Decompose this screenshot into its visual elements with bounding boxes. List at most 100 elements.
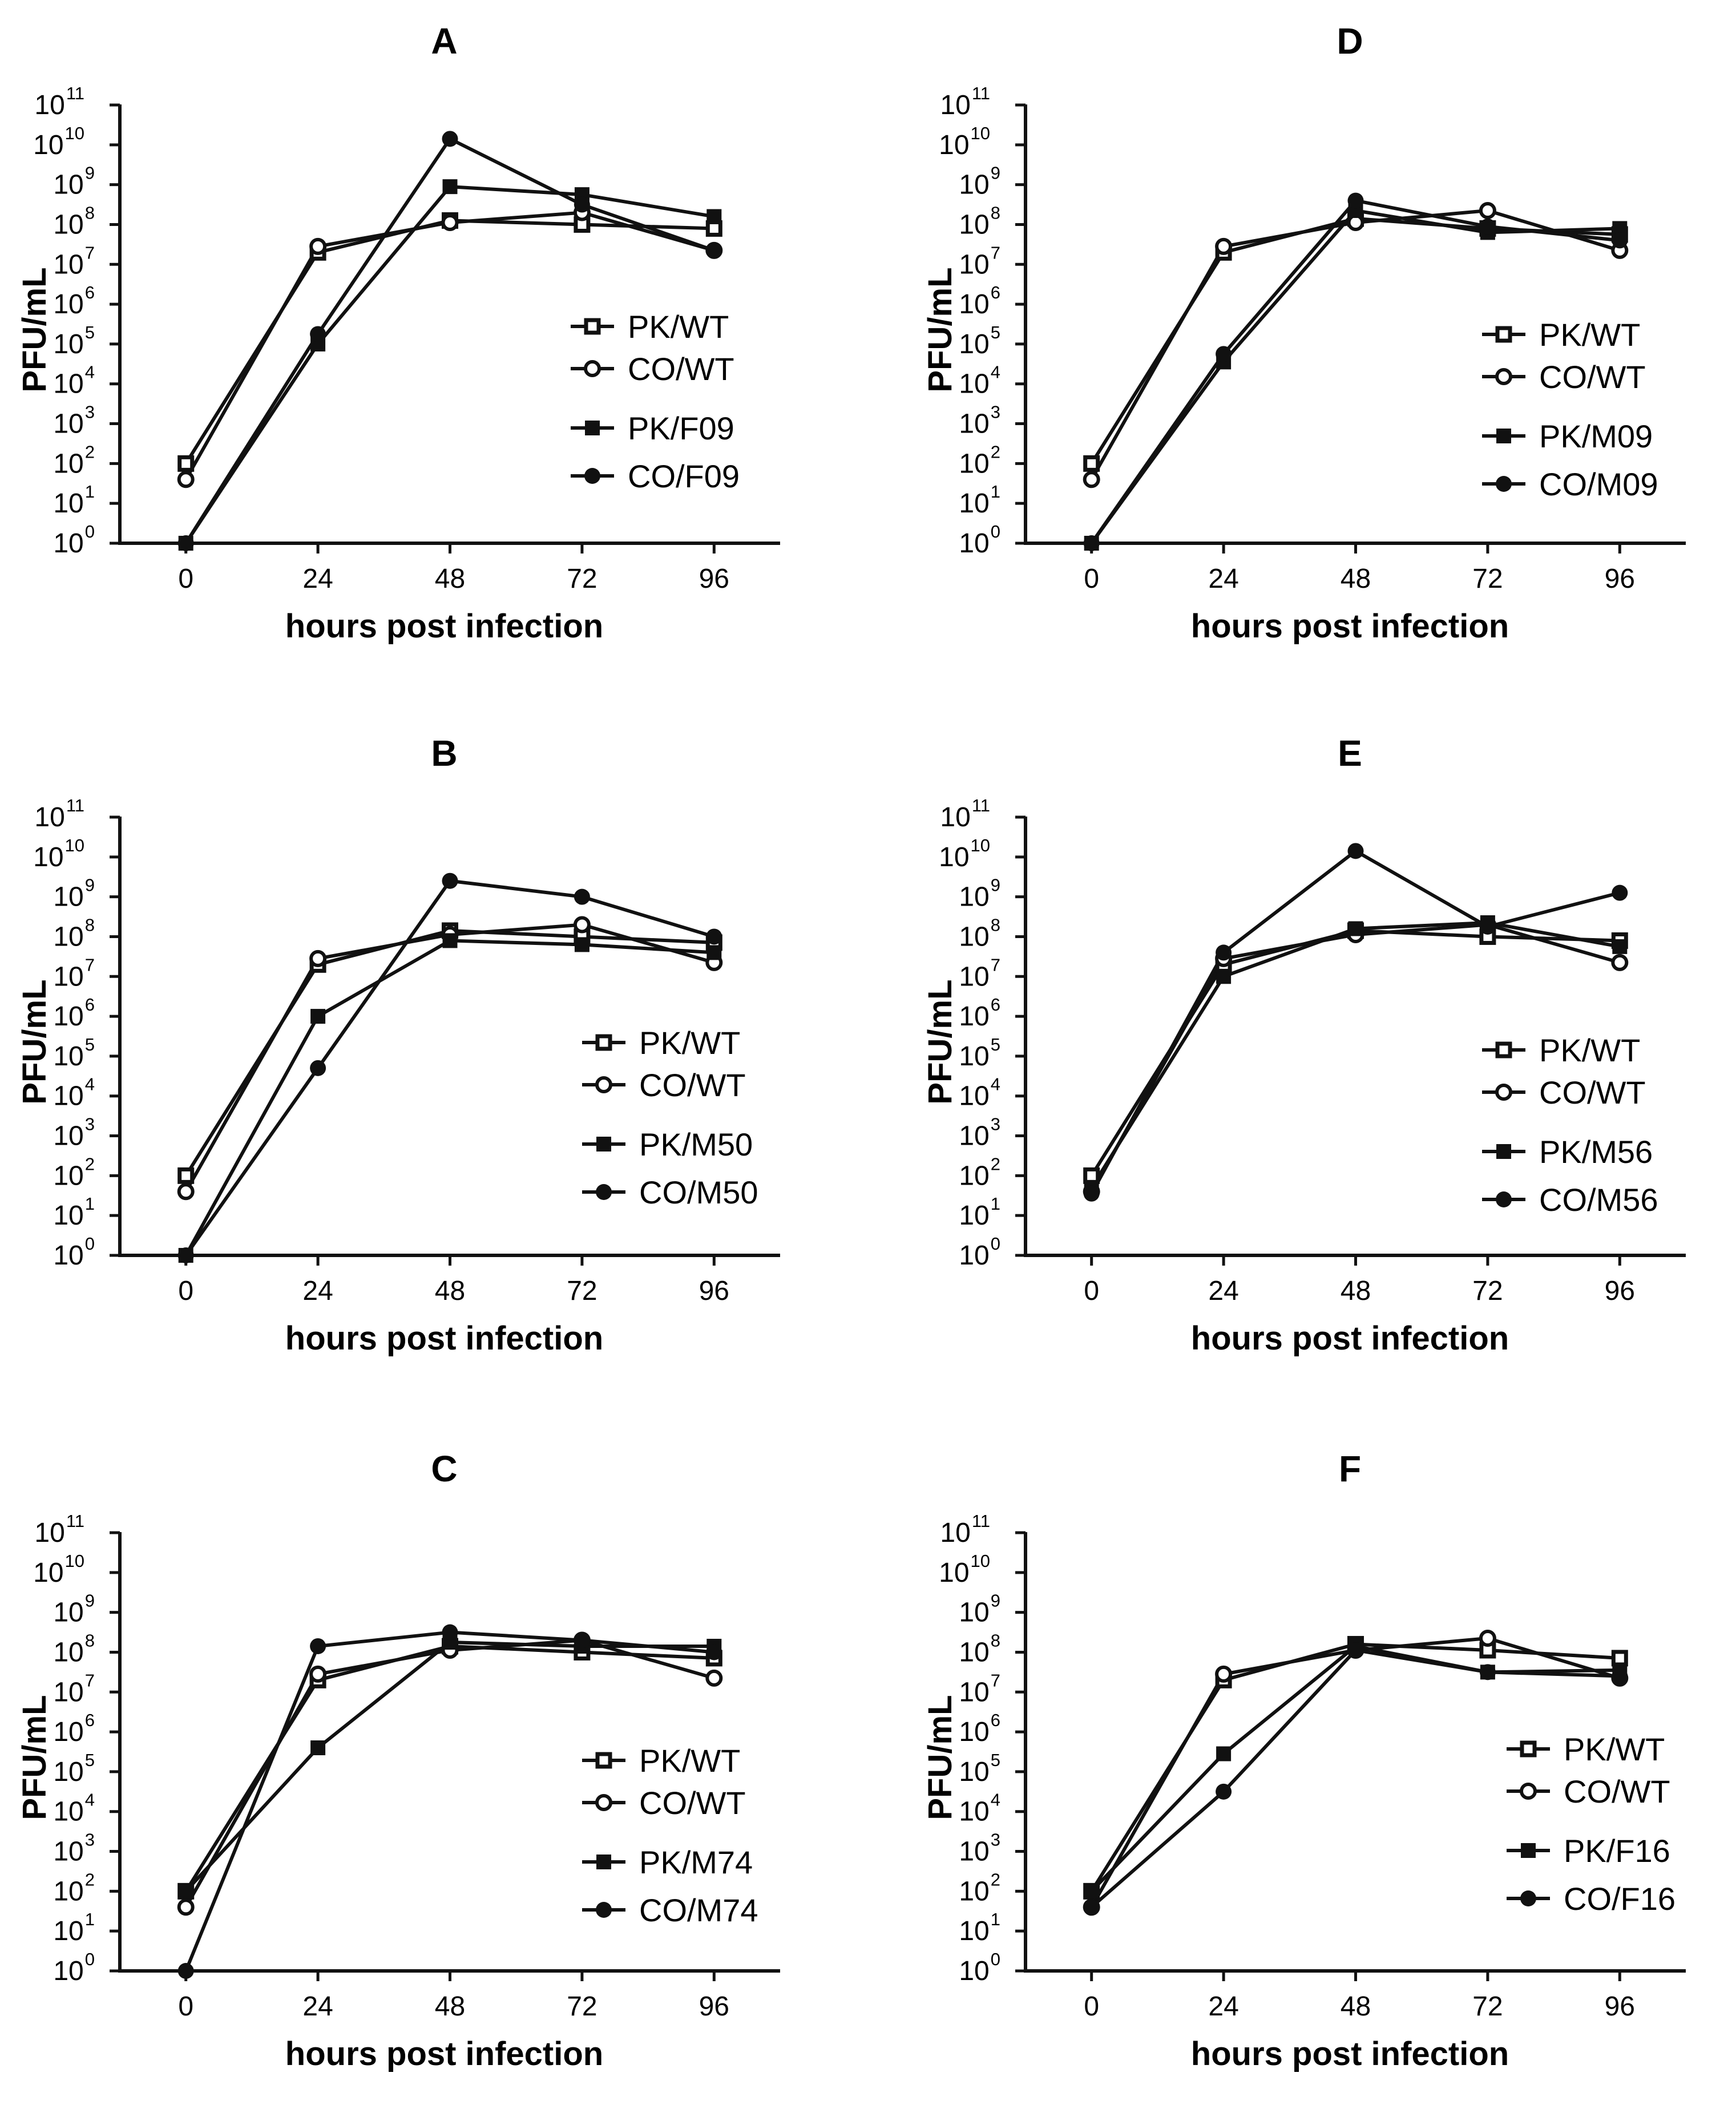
data-point-co-f16 <box>1612 1668 1628 1684</box>
y-tick-label: 108 <box>959 1630 1000 1667</box>
data-point-co-m56 <box>1347 843 1364 859</box>
x-tick-label: 96 <box>1605 1276 1635 1306</box>
legend-label: PK/F16 <box>1564 1833 1670 1869</box>
data-point-co-m56 <box>1083 1185 1100 1202</box>
legend-label: CO/WT <box>1564 1773 1670 1809</box>
legend-label: PK/F09 <box>628 410 734 446</box>
legend-marker <box>1496 429 1511 443</box>
data-point-pk-wt <box>177 1167 195 1184</box>
legend-marker <box>595 1752 612 1769</box>
y-tick-label: 104 <box>959 1790 1000 1827</box>
legend-marker <box>585 421 600 435</box>
x-tick-label: 24 <box>302 1276 333 1306</box>
y-axis-label: PFU/mL <box>922 267 959 392</box>
y-tick-label: 108 <box>53 915 95 952</box>
legend-label: PK/WT <box>1539 317 1640 353</box>
y-tick-label: 108 <box>53 203 95 240</box>
y-tick-label: 1011 <box>940 795 990 833</box>
data-point-pk-wt <box>1083 455 1100 472</box>
y-tick-label: 103 <box>53 1114 95 1152</box>
y-tick-label: 106 <box>53 1710 95 1747</box>
y-tick-label: 107 <box>959 1670 1000 1707</box>
y-tick-label: 108 <box>959 915 1000 952</box>
y-tick-label: 101 <box>959 1194 1000 1231</box>
x-tick-label: 96 <box>699 564 729 594</box>
x-axis-label: hours post infection <box>1191 2035 1509 2072</box>
y-tick-label: 105 <box>53 1750 95 1787</box>
panel-title: E <box>1338 733 1362 774</box>
legend-label: PK/M74 <box>639 1844 753 1880</box>
data-point-pk-f16 <box>1216 1746 1232 1761</box>
x-tick-label: 96 <box>1605 564 1635 594</box>
data-point-co-wt <box>177 1183 195 1201</box>
y-tick-label: 104 <box>53 1074 95 1112</box>
legend-marker <box>1495 1084 1512 1101</box>
y-tick-label: 105 <box>959 322 1000 359</box>
y-tick-label: 102 <box>53 1869 95 1906</box>
legend-entry: PK/M09 <box>1482 418 1653 454</box>
y-tick-label: 105 <box>959 1750 1000 1787</box>
x-tick-label: 24 <box>302 564 333 594</box>
legend-entry: PK/WT <box>582 1025 740 1061</box>
data-point-pk-m56 <box>1348 921 1363 936</box>
data-point-co-f16 <box>1347 1642 1364 1658</box>
data-point-co-m50 <box>574 888 590 905</box>
x-tick-label: 96 <box>699 1991 729 2022</box>
series-line-co-wt <box>1090 1637 1621 1908</box>
data-point-co-wt <box>441 213 459 231</box>
y-tick-label: 1011 <box>940 1511 990 1548</box>
data-point-co-f16 <box>1083 1899 1100 1916</box>
x-tick-label: 48 <box>435 564 465 594</box>
y-tick-label: 1010 <box>33 1551 84 1588</box>
series-line-co-m74 <box>184 1630 714 1972</box>
y-tick-label: 101 <box>53 482 95 519</box>
legend-marker <box>1495 368 1512 385</box>
legend-label: CO/M74 <box>639 1892 758 1928</box>
x-tick-label: 0 <box>1084 1991 1099 2022</box>
y-axis-label: PFU/mL <box>16 267 53 392</box>
legend-marker <box>1496 1144 1511 1159</box>
x-tick-label: 72 <box>1472 1991 1503 2022</box>
legend-label: CO/WT <box>639 1785 746 1821</box>
legend-entry: CO/F16 <box>1507 1881 1676 1917</box>
y-tick-label: 107 <box>53 955 95 992</box>
y-tick-label: 100 <box>959 522 1000 559</box>
legend-entry: CO/F09 <box>571 458 740 494</box>
legend-marker <box>584 468 600 484</box>
x-tick-label: 48 <box>435 1276 465 1306</box>
data-point-co-f09 <box>310 326 326 342</box>
data-point-co-wt <box>309 950 327 967</box>
y-tick-label: 100 <box>959 1949 1000 1986</box>
legend-marker <box>595 1076 612 1093</box>
y-tick-label: 108 <box>53 1630 95 1667</box>
y-tick-label: 104 <box>959 1074 1000 1112</box>
legend-label: CO/F16 <box>1564 1881 1676 1917</box>
data-point-pk-m50 <box>442 933 458 948</box>
legend-marker <box>1496 1191 1512 1207</box>
panel-title: F <box>1339 1448 1361 1489</box>
data-point-co-m50 <box>442 872 458 889</box>
y-tick-label: 102 <box>53 442 95 479</box>
x-axis-label: hours post infection <box>1191 608 1509 645</box>
x-tick-label: 48 <box>435 1991 465 2022</box>
y-tick-label: 101 <box>959 1909 1000 1946</box>
legend-label: CO/WT <box>1539 359 1646 395</box>
data-point-co-m50 <box>177 1247 194 1263</box>
y-axis-label: PFU/mL <box>922 979 959 1104</box>
y-tick-label: 101 <box>53 1194 95 1231</box>
y-tick-label: 102 <box>959 1154 1000 1191</box>
data-point-co-m09 <box>1216 346 1232 362</box>
x-tick-label: 0 <box>178 1991 193 2022</box>
legend-entry: CO/WT <box>1482 359 1646 395</box>
x-axis-label: hours post infection <box>285 2035 603 2072</box>
y-tick-label: 1010 <box>33 835 84 872</box>
data-point-co-m74 <box>442 1624 458 1641</box>
y-tick-label: 107 <box>53 1670 95 1707</box>
x-axis-label: hours post infection <box>285 1320 603 1357</box>
legend-marker <box>1520 1740 1537 1757</box>
legend-marker <box>1520 1890 1536 1906</box>
